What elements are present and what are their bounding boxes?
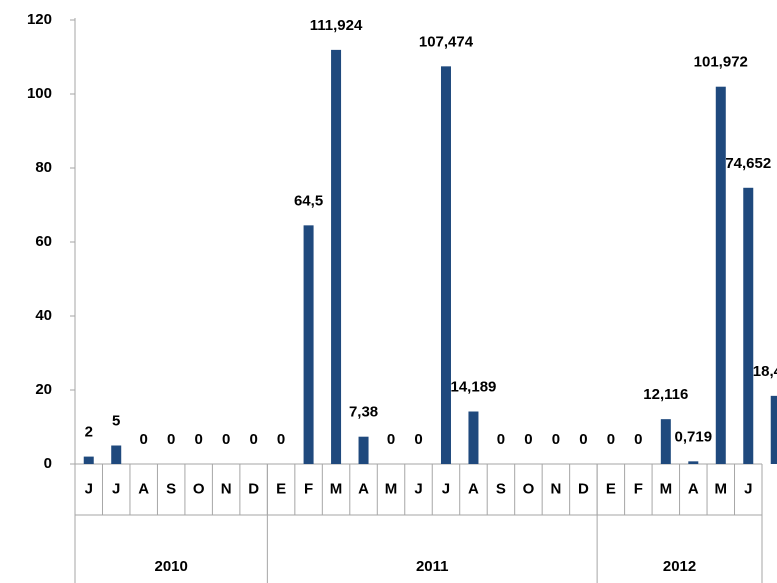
value-label: 64,5: [294, 192, 323, 209]
bar: [660, 419, 671, 464]
bar: [303, 225, 314, 464]
x-tick-label: F: [304, 480, 313, 497]
value-label: 107,474: [419, 33, 474, 50]
value-label: 111,924: [310, 17, 363, 34]
value-label: 0: [579, 431, 587, 448]
bar: [688, 461, 699, 464]
x-tick-label: S: [496, 480, 506, 497]
year-label: 2010: [154, 558, 187, 575]
x-tick-label: S: [166, 480, 176, 497]
bar: [331, 49, 342, 465]
x-tick-label: D: [248, 480, 259, 497]
y-tick-label: 0: [44, 455, 52, 472]
x-tick-label: M: [660, 480, 673, 497]
x-tick-label: F: [634, 480, 643, 497]
y-tick-label: 100: [27, 85, 52, 102]
x-tick-label: N: [550, 480, 561, 497]
value-label: 0: [414, 431, 422, 448]
value-label: 18,418: [753, 363, 777, 380]
value-label: 74,652: [725, 155, 771, 172]
value-label: 0: [194, 431, 202, 448]
value-label: 0: [607, 431, 615, 448]
year-label: 2012: [663, 558, 696, 575]
x-tick-label: A: [138, 480, 149, 497]
x-tick-label: N: [221, 480, 232, 497]
x-tick-label: O: [193, 480, 205, 497]
bar: [743, 187, 754, 464]
value-label: 0: [524, 431, 532, 448]
x-tick-label: A: [358, 480, 369, 497]
x-tick-label: E: [276, 480, 286, 497]
year-label: 2011: [416, 558, 449, 575]
bar: [440, 66, 451, 465]
x-tick-label: O: [523, 480, 535, 497]
bar: [358, 436, 369, 464]
value-label: 0: [249, 431, 257, 448]
x-tick-label: M: [715, 480, 728, 497]
bar: [83, 456, 94, 464]
value-label: 0: [552, 431, 560, 448]
value-label: 0: [277, 431, 285, 448]
x-tick-label: M: [385, 480, 398, 497]
y-tick-label: 40: [35, 307, 52, 324]
value-label: 7,38: [349, 404, 378, 421]
x-tick-label: J: [442, 480, 450, 497]
value-label: 12,116: [643, 386, 688, 403]
x-tick-label: M: [330, 480, 343, 497]
x-tick-label: D: [578, 480, 589, 497]
value-label: 14,189: [451, 378, 497, 395]
x-tick-label: J: [744, 480, 752, 497]
y-tick-label: 80: [35, 159, 52, 176]
bar: [111, 445, 122, 464]
x-tick-label: A: [468, 480, 479, 497]
value-label: 0: [387, 431, 395, 448]
value-label: 2: [85, 424, 93, 441]
x-tick-label: J: [414, 480, 422, 497]
value-label: 0: [497, 431, 505, 448]
value-label: 0,719: [675, 428, 713, 445]
value-label: 0: [140, 431, 148, 448]
bar: [468, 411, 479, 464]
y-tick-label: 60: [35, 233, 52, 250]
value-label: 101,972: [694, 54, 748, 71]
y-tick-label: 20: [35, 381, 52, 398]
y-tick-label: 120: [27, 11, 52, 28]
x-tick-label: A: [688, 480, 699, 497]
x-tick-label: J: [85, 480, 93, 497]
bar: [770, 395, 777, 464]
value-label: 5: [112, 412, 120, 429]
value-label: 0: [222, 431, 230, 448]
bar: [715, 86, 726, 464]
value-label: 0: [167, 431, 175, 448]
value-label: 0: [634, 431, 642, 448]
x-tick-label: E: [606, 480, 616, 497]
x-tick-label: J: [112, 480, 120, 497]
